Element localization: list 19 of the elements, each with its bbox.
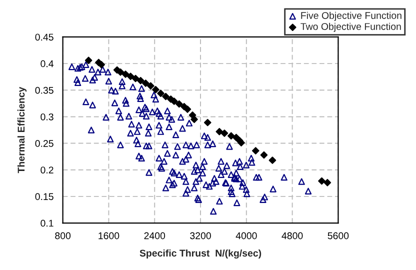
y-tick-label: 0.25 [35,140,54,147]
x-axis-title: Specific Thrust N/(kg/sec) [140,249,262,259]
x-tick-label: 5600 [328,232,349,240]
x-tick-label: 2400 [144,232,166,240]
x-tick-label: 4000 [236,232,257,240]
x-tick-label: 3200 [190,232,211,240]
legend-label: Five Objective Function [301,12,402,21]
y-axis-title: Thermal Efficiency [17,86,27,174]
y-tick-label: 0.2 [40,166,54,174]
x-tick-label: 800 [55,232,71,240]
y-tick-label: 0.4 [40,60,54,68]
y-tick-label: 0.3 [40,113,54,120]
y-tick-label: 0.45 [35,34,54,41]
x-tick-label: 4800 [282,232,303,240]
legend-label: Two Objective Function [300,22,401,32]
y-tick-label: 0.35 [35,86,54,94]
y-tick-label: 0.1 [40,220,54,227]
y-tick-label: 0.15 [35,193,54,200]
x-tick-label: 1600 [98,232,120,240]
